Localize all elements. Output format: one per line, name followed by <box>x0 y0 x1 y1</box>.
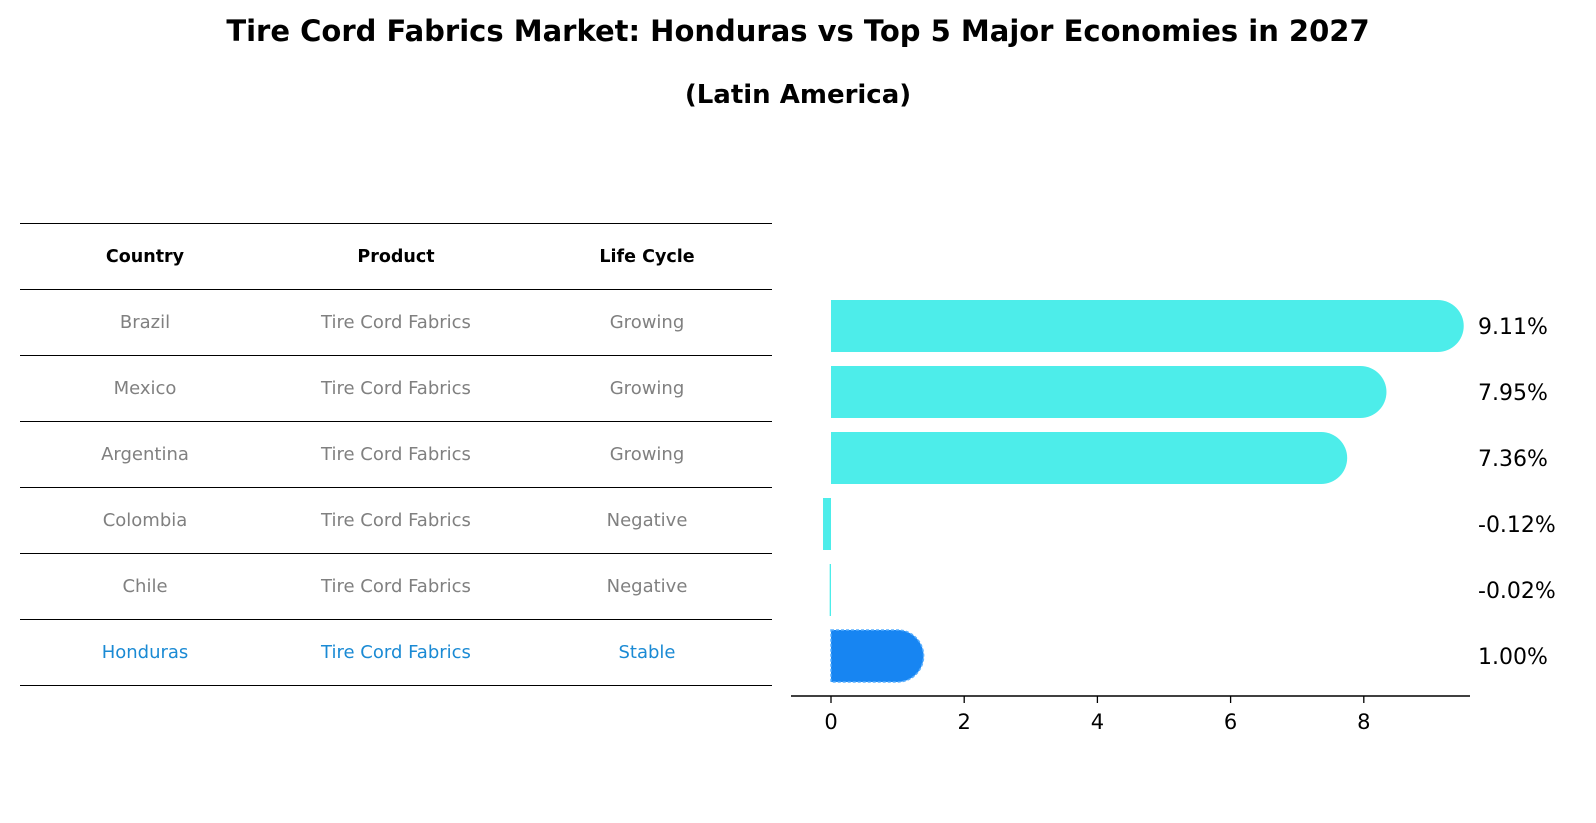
x-tick-label-6: 6 <box>1224 710 1237 734</box>
x-tick-label-4: 4 <box>1091 710 1104 734</box>
cell-product: Tire Cord Fabrics <box>321 312 471 333</box>
cell-country: Argentina <box>101 444 189 465</box>
cell-country: Honduras <box>101 642 189 663</box>
cell-country: Chile <box>122 576 168 597</box>
cell-life-cycle: Stable <box>618 642 676 663</box>
header-product: Product <box>357 246 435 267</box>
table-row: Chile Tire Cord Fabrics Negative <box>20 553 772 619</box>
table-row: Brazil Tire Cord Fabrics Growing <box>20 289 772 355</box>
cell-product: Tire Cord Fabrics <box>321 444 471 465</box>
cell-life-cycle: Growing <box>609 378 685 399</box>
cell-product: Tire Cord Fabrics <box>321 642 471 663</box>
bar-brazil <box>831 300 1464 352</box>
cell-country: Brazil <box>119 312 171 333</box>
x-tick-label-8: 8 <box>1357 710 1370 734</box>
header-country: Country <box>105 246 185 267</box>
value-label-brazil: 9.11% <box>1478 315 1548 340</box>
cell-life-cycle: Negative <box>606 510 688 531</box>
table-row-highlight: Honduras Tire Cord Fabrics Stable <box>20 619 772 686</box>
chart-title: Tire Cord Fabrics Market: Honduras vs To… <box>226 14 1370 48</box>
x-tick-label-0: 0 <box>824 710 837 734</box>
bar-argentina <box>831 432 1348 484</box>
cell-country: Mexico <box>113 378 177 399</box>
cell-life-cycle: Growing <box>609 444 685 465</box>
x-tick-label-2: 2 <box>958 710 971 734</box>
cell-life-cycle: Negative <box>606 576 688 597</box>
bar-mexico <box>831 366 1387 418</box>
table-row: Colombia Tire Cord Fabrics Negative <box>20 487 772 553</box>
cell-country: Colombia <box>102 510 188 531</box>
cell-product: Tire Cord Fabrics <box>321 510 471 531</box>
bar-colombia <box>823 498 831 550</box>
table-row: Argentina Tire Cord Fabrics Growing <box>20 421 772 487</box>
table-header-row: Country Product Life Cycle <box>20 223 772 289</box>
value-label-argentina: 7.36% <box>1478 447 1548 472</box>
cell-product: Tire Cord Fabrics <box>321 576 471 597</box>
value-label-mexico: 7.95% <box>1478 381 1548 406</box>
cell-product: Tire Cord Fabrics <box>321 378 471 399</box>
bar-chile <box>829 564 831 616</box>
value-label-chile: -0.02% <box>1478 579 1556 604</box>
value-label-honduras: 1.00% <box>1478 645 1548 670</box>
value-label-colombia: -0.12% <box>1478 513 1556 538</box>
table-row: Mexico Tire Cord Fabrics Growing <box>20 355 772 421</box>
header-life-cycle: Life Cycle <box>599 246 695 267</box>
comparison-table: Country Product Life Cycle Brazil Tire C… <box>20 223 772 686</box>
chart-subtitle: (Latin America) <box>684 80 912 110</box>
cell-life-cycle: Growing <box>609 312 685 333</box>
bar-honduras <box>830 629 925 683</box>
